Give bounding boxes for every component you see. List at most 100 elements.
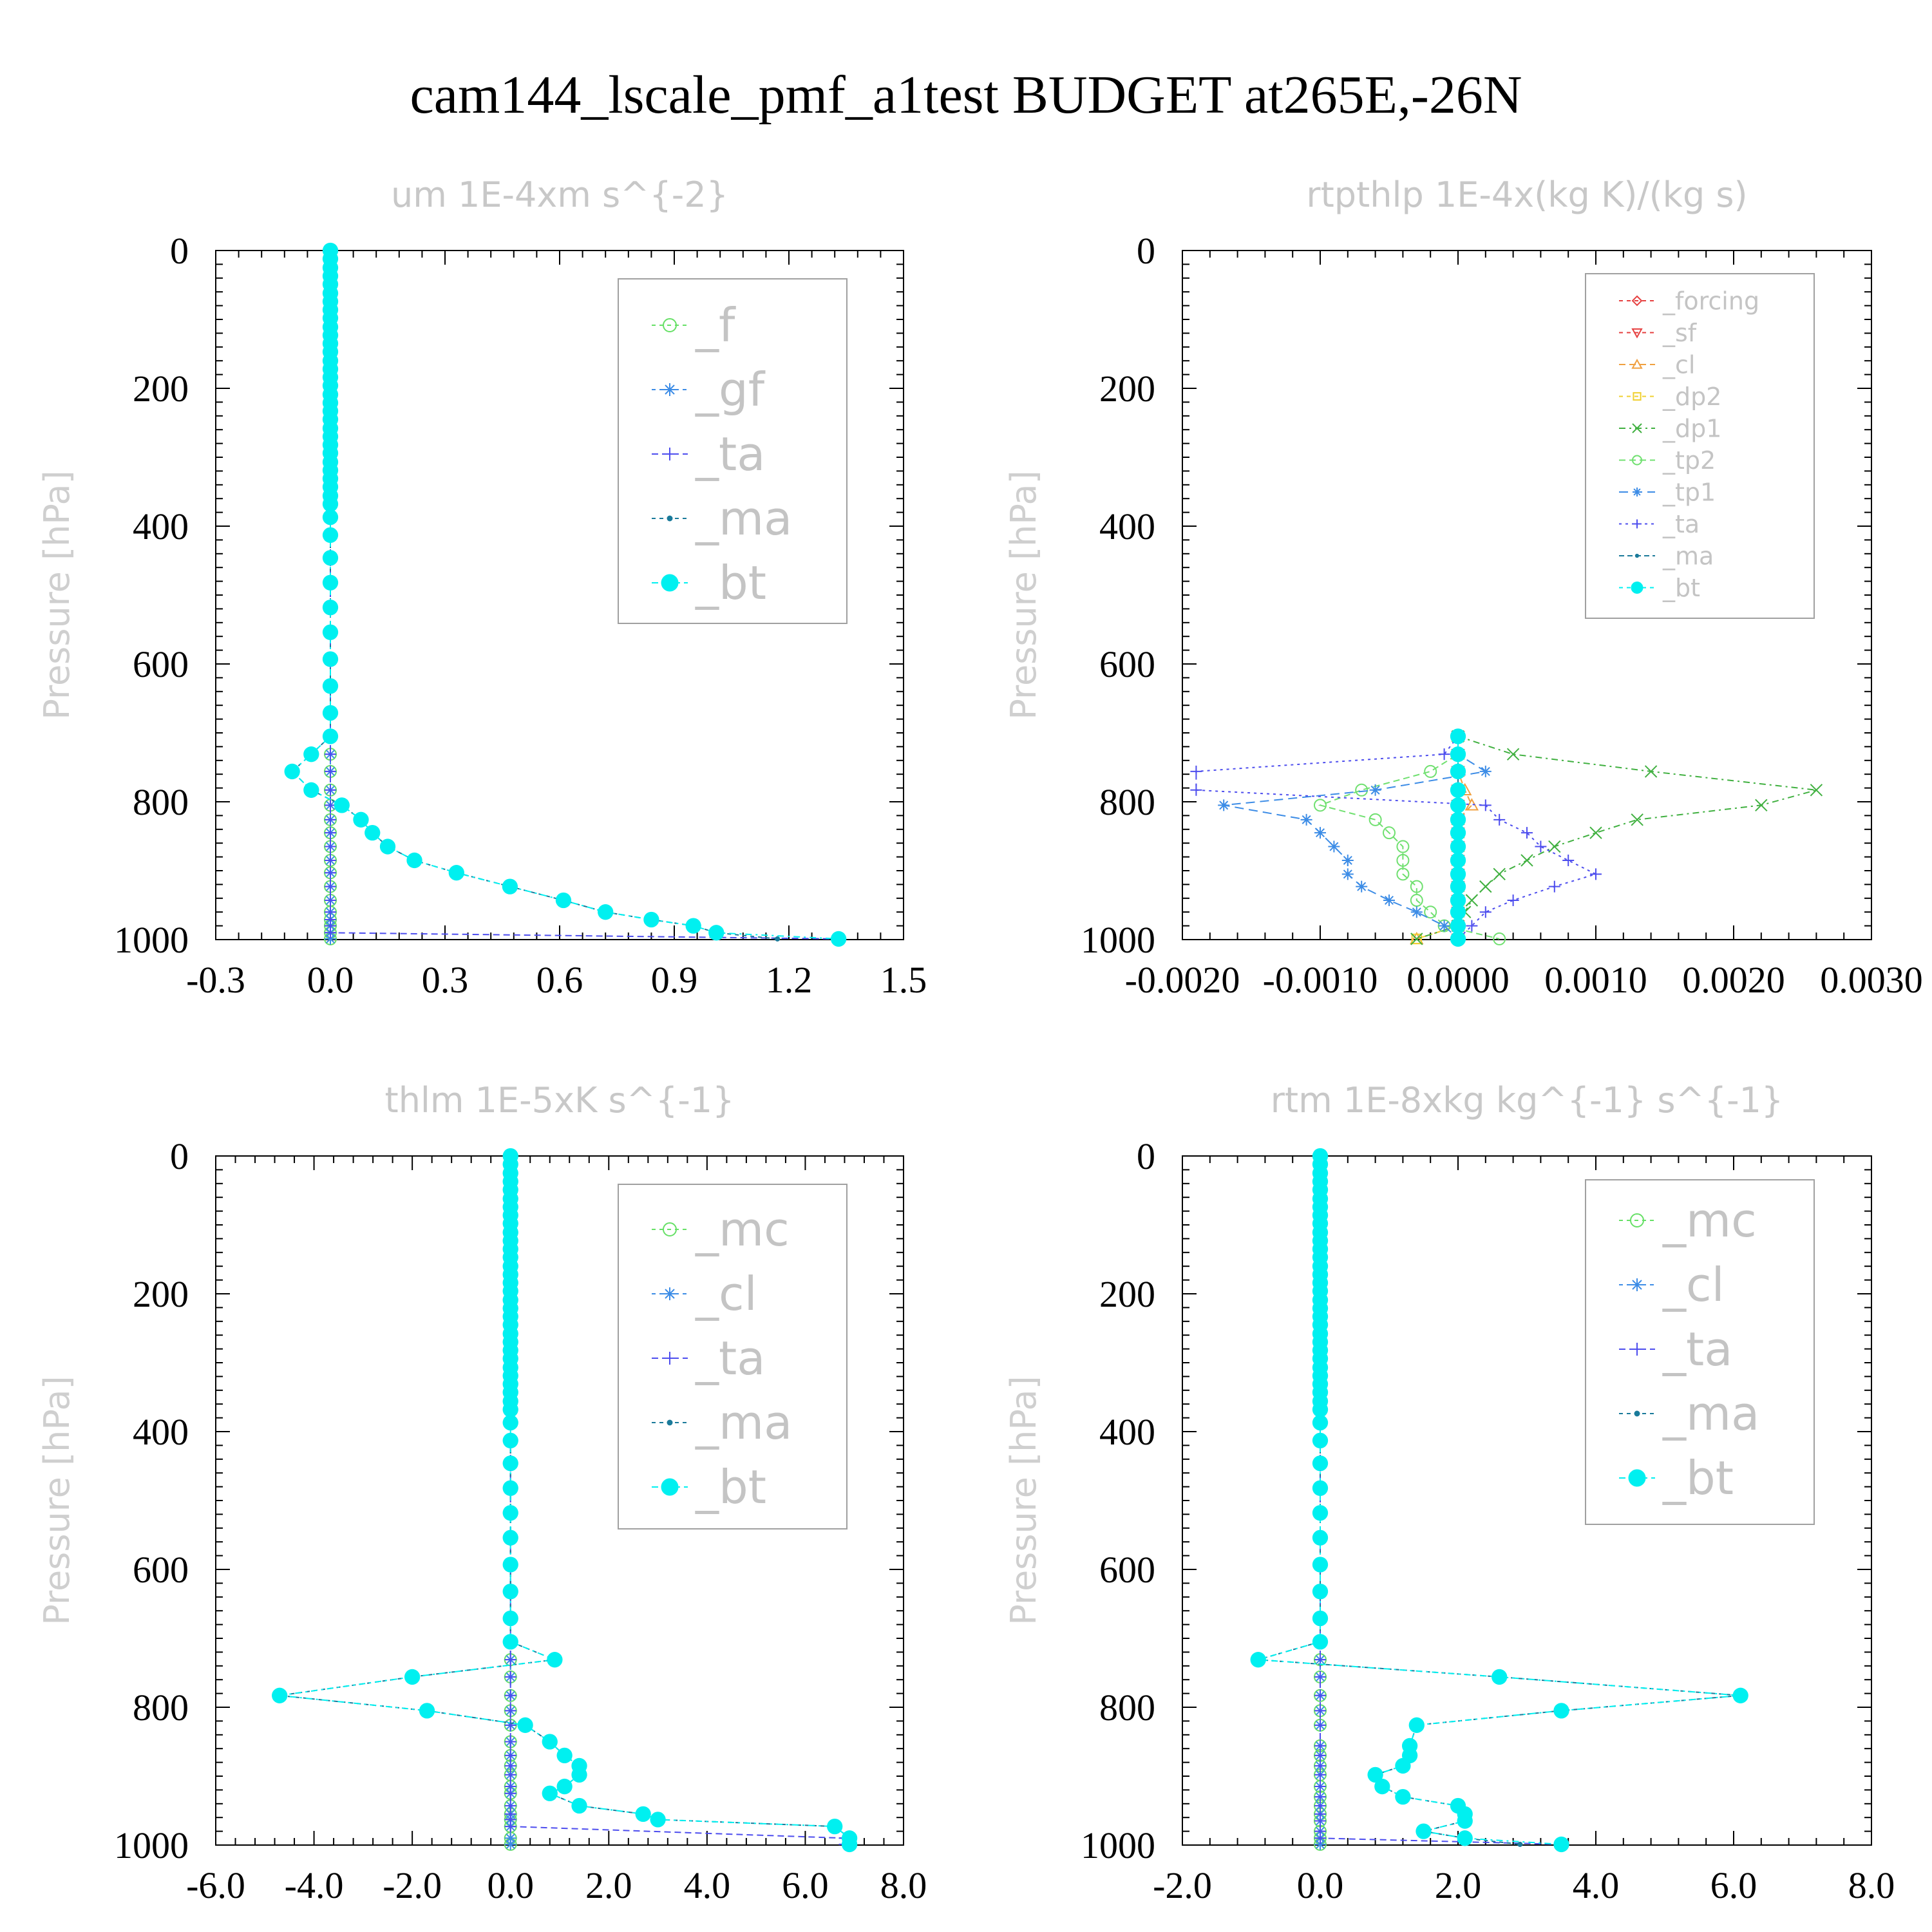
legend-swatch-marker <box>1632 423 1642 433</box>
y-axis-label: Pressure [hPa] <box>1003 1376 1044 1625</box>
data-point <box>322 496 339 512</box>
data-point <box>1450 918 1466 934</box>
data-point <box>1383 826 1396 840</box>
data-point <box>502 1432 518 1449</box>
data-point <box>502 1610 518 1627</box>
data-point <box>1450 763 1466 780</box>
data-point <box>502 1505 518 1521</box>
x-tick-label: 2.0 <box>1435 1864 1482 1906</box>
series-bt <box>1250 1148 1748 1853</box>
x-tick-label: 1.5 <box>880 959 927 1001</box>
legend-box <box>1585 1179 1815 1525</box>
data-point <box>325 895 336 907</box>
legend-swatch-marker <box>1634 553 1640 558</box>
data-point <box>571 1766 587 1783</box>
data-point <box>504 1768 516 1781</box>
data-point <box>1732 1687 1748 1703</box>
data-point <box>1810 784 1823 797</box>
y-tick-label: 800 <box>133 781 189 823</box>
y-tick-label: 400 <box>133 1411 189 1453</box>
data-point <box>1312 1414 1329 1431</box>
data-point <box>325 784 336 796</box>
data-point <box>1450 931 1466 947</box>
y-tick-label: 200 <box>133 1273 189 1315</box>
data-point <box>1383 895 1395 907</box>
data-point <box>635 1806 651 1823</box>
legend-label: _bt <box>695 1460 766 1514</box>
data-point <box>1395 1757 1411 1774</box>
data-point <box>1450 782 1466 798</box>
data-point <box>555 892 572 909</box>
data-point <box>502 1557 518 1573</box>
data-point <box>1190 765 1202 777</box>
x-tick-label: -0.0020 <box>1125 959 1240 1001</box>
panels: um 1E-4xm s^{-2} Pressure [hPa] -0.3 0.0 0.3… <box>37 175 1923 1906</box>
legend-swatch-marker <box>1631 1278 1643 1291</box>
y-tick-label: 200 <box>133 368 189 410</box>
data-point <box>322 728 339 744</box>
data-point <box>1341 868 1354 880</box>
y-tick-label: 800 <box>1099 1687 1155 1728</box>
data-point <box>303 746 319 762</box>
x-tick-label: 0.0030 <box>1820 959 1923 1001</box>
data-point <box>1506 748 1520 761</box>
data-point <box>365 825 381 841</box>
data-point <box>1424 905 1437 919</box>
y-tick-label: 600 <box>1099 643 1155 685</box>
legend-label: _ma <box>1662 1387 1759 1441</box>
data-point <box>325 880 336 893</box>
y-tick-label: 400 <box>1099 506 1155 547</box>
legend-swatch-marker <box>1633 488 1642 497</box>
legend-swatch-marker <box>1628 1469 1646 1487</box>
data-point <box>547 1652 563 1668</box>
x-tick-label: 0.0020 <box>1682 959 1785 1001</box>
panel-4: rtm 1E-8xkg kg^{-1} s^{-1} Pressure [hPa]… <box>1003 1080 1895 1906</box>
legend-label: _ma <box>1662 542 1714 570</box>
panel-title: um 1E-4xm s^{-2} <box>391 175 728 215</box>
data-point <box>284 763 300 780</box>
legend-swatch-marker <box>1631 295 1643 307</box>
data-point <box>322 651 339 667</box>
legend-label: _gf <box>695 363 766 417</box>
data-point <box>1535 840 1547 853</box>
legend-label: _tp1 <box>1662 478 1716 506</box>
y-tick-label: 1000 <box>114 1824 189 1866</box>
data-point <box>685 918 701 934</box>
x-tick-label: -0.3 <box>186 959 245 1001</box>
legend-swatch-marker <box>661 1478 679 1496</box>
panel-title: thlm 1E-5xK s^{-1} <box>385 1080 735 1121</box>
y-tick-label: 400 <box>133 506 189 547</box>
data-point <box>1517 1841 1523 1847</box>
data-point <box>1300 813 1312 826</box>
data-point <box>1755 799 1768 812</box>
legend-label: _dp1 <box>1662 414 1721 442</box>
data-point <box>556 1747 573 1764</box>
data-point <box>504 1838 516 1850</box>
y-tick-label: 800 <box>133 1687 189 1728</box>
legend-label: _ta <box>1662 510 1700 538</box>
data-point <box>502 1480 518 1496</box>
data-point <box>379 838 396 855</box>
data-point <box>1314 1689 1326 1701</box>
data-point <box>542 1785 558 1801</box>
data-point <box>650 1812 666 1828</box>
data-point <box>504 1719 516 1731</box>
data-point <box>1450 825 1466 841</box>
data-point <box>502 1530 518 1546</box>
data-point <box>1450 838 1466 855</box>
legend-swatch-marker <box>1634 1410 1640 1417</box>
legend-label: _ta <box>695 1331 765 1385</box>
data-point <box>1312 1455 1329 1472</box>
data-point <box>502 1414 518 1431</box>
y-tick-label: 1000 <box>1081 1824 1155 1866</box>
data-point <box>322 550 339 566</box>
data-point <box>1312 1557 1329 1573</box>
data-point <box>1589 826 1602 839</box>
x-tick-label: 6.0 <box>782 1864 829 1906</box>
data-point <box>1450 866 1466 882</box>
legend-label: _mc <box>1662 1193 1757 1247</box>
data-point <box>1548 880 1560 893</box>
data-point <box>1493 932 1506 945</box>
data-point <box>504 1749 516 1761</box>
data-point <box>353 811 369 828</box>
